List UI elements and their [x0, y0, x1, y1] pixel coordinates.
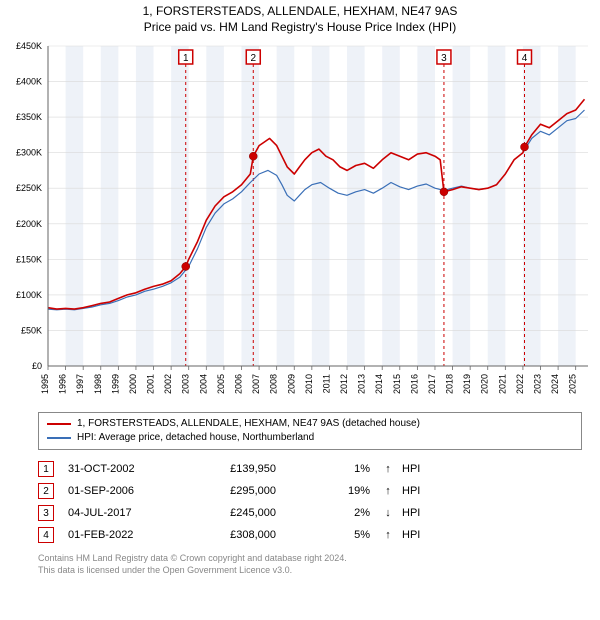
transactions-table: 1 31-OCT-2002 £139,950 1% ↑ HPI 2 01-SEP-2006 £2… [38, 458, 582, 546]
legend-swatch-hpi [47, 437, 71, 439]
svg-text:2006: 2006 [233, 374, 243, 394]
transaction-row: 2 01-SEP-2006 £295,000 19% ↑ HPI [38, 480, 582, 502]
transaction-date: 01-SEP-2006 [68, 485, 178, 497]
svg-text:2023: 2023 [533, 374, 543, 394]
transaction-row: 3 04-JUL-2017 £245,000 2% ↓ HPI [38, 502, 582, 524]
transaction-date: 01-FEB-2022 [68, 529, 178, 541]
legend-swatch-property [47, 423, 71, 425]
footer-line-2: This data is licensed under the Open Gov… [38, 564, 582, 576]
svg-text:£250K: £250K [16, 183, 42, 193]
svg-text:2020: 2020 [480, 374, 490, 394]
svg-text:2018: 2018 [445, 374, 455, 394]
svg-text:2022: 2022 [515, 374, 525, 394]
transaction-price: £295,000 [186, 485, 276, 497]
titles: 1, FORSTERSTEADS, ALLENDALE, HEXHAM, NE4… [0, 0, 600, 36]
svg-text:2019: 2019 [462, 374, 472, 394]
legend: 1, FORSTERSTEADS, ALLENDALE, HEXHAM, NE4… [38, 412, 582, 450]
chart-title: 1, FORSTERSTEADS, ALLENDALE, HEXHAM, NE4… [0, 4, 600, 18]
chart-subtitle: Price paid vs. HM Land Registry's House … [0, 20, 600, 34]
svg-text:1999: 1999 [110, 374, 120, 394]
transaction-row: 4 01-FEB-2022 £308,000 5% ↑ HPI [38, 524, 582, 546]
transaction-suffix: HPI [402, 507, 420, 519]
svg-text:2011: 2011 [321, 374, 331, 393]
svg-text:2002: 2002 [163, 374, 173, 394]
svg-text:1996: 1996 [58, 374, 68, 394]
footer: Contains HM Land Registry data © Crown c… [38, 552, 582, 582]
transaction-suffix: HPI [402, 463, 420, 475]
svg-text:£150K: £150K [16, 254, 42, 264]
svg-text:£200K: £200K [16, 219, 42, 229]
svg-text:2015: 2015 [392, 374, 402, 394]
transaction-badge: 1 [38, 461, 54, 477]
transaction-price: £139,950 [186, 463, 276, 475]
transaction-arrow-icon: ↑ [382, 529, 394, 541]
legend-label-property: 1, FORSTERSTEADS, ALLENDALE, HEXHAM, NE4… [77, 417, 420, 431]
svg-text:2005: 2005 [216, 374, 226, 394]
svg-text:2001: 2001 [146, 374, 156, 394]
transaction-arrow-icon: ↓ [382, 507, 394, 519]
transaction-row: 1 31-OCT-2002 £139,950 1% ↑ HPI [38, 458, 582, 480]
svg-text:2007: 2007 [251, 374, 261, 394]
svg-text:1998: 1998 [93, 374, 103, 394]
svg-text:1997: 1997 [75, 374, 85, 394]
svg-text:£450K: £450K [16, 41, 42, 51]
svg-text:2: 2 [250, 53, 256, 64]
transaction-pct: 19% [284, 485, 374, 497]
svg-text:2016: 2016 [409, 374, 419, 394]
svg-text:3: 3 [441, 53, 447, 64]
footer-line-1: Contains HM Land Registry data © Crown c… [38, 552, 582, 564]
svg-text:2003: 2003 [181, 374, 191, 394]
legend-item-hpi: HPI: Average price, detached house, Nort… [47, 431, 573, 445]
svg-text:£50K: £50K [21, 325, 42, 335]
svg-text:2009: 2009 [286, 374, 296, 394]
svg-text:2012: 2012 [339, 374, 349, 394]
svg-text:£350K: £350K [16, 112, 42, 122]
svg-text:£300K: £300K [16, 148, 42, 158]
transaction-suffix: HPI [402, 529, 420, 541]
svg-text:2008: 2008 [269, 374, 279, 394]
transaction-pct: 1% [284, 463, 374, 475]
transaction-badge: 2 [38, 483, 54, 499]
svg-text:2025: 2025 [568, 374, 578, 394]
transaction-badge: 3 [38, 505, 54, 521]
transaction-pct: 2% [284, 507, 374, 519]
transaction-date: 31-OCT-2002 [68, 463, 178, 475]
svg-text:2010: 2010 [304, 374, 314, 394]
svg-text:1995: 1995 [40, 374, 50, 394]
legend-item-property: 1, FORSTERSTEADS, ALLENDALE, HEXHAM, NE4… [47, 417, 573, 431]
chart-area: £0 £50K £100K £150K £200K £250K £300K £350K £400… [0, 36, 600, 406]
svg-text:2014: 2014 [374, 374, 384, 394]
svg-text:2004: 2004 [198, 374, 208, 394]
chart-container: 1, FORSTERSTEADS, ALLENDALE, HEXHAM, NE4… [0, 0, 600, 582]
svg-text:1: 1 [183, 53, 189, 64]
svg-text:£0: £0 [32, 361, 42, 371]
transaction-arrow-icon: ↑ [382, 463, 394, 475]
svg-text:2017: 2017 [427, 374, 437, 394]
transaction-pct: 5% [284, 529, 374, 541]
svg-text:2013: 2013 [357, 374, 367, 394]
transaction-price: £245,000 [186, 507, 276, 519]
transaction-arrow-icon: ↑ [382, 485, 394, 497]
svg-text:2024: 2024 [550, 374, 560, 394]
transaction-date: 04-JUL-2017 [68, 507, 178, 519]
svg-text:£100K: £100K [16, 290, 42, 300]
transaction-badge: 4 [38, 527, 54, 543]
transaction-price: £308,000 [186, 529, 276, 541]
svg-text:2000: 2000 [128, 374, 138, 394]
svg-text:4: 4 [522, 53, 528, 64]
line-chart-svg: £0 £50K £100K £150K £200K £250K £300K £350K £400… [0, 36, 600, 406]
transaction-suffix: HPI [402, 485, 420, 497]
svg-text:£400K: £400K [16, 77, 42, 87]
svg-text:2021: 2021 [497, 374, 507, 394]
legend-label-hpi: HPI: Average price, detached house, Nort… [77, 431, 314, 445]
